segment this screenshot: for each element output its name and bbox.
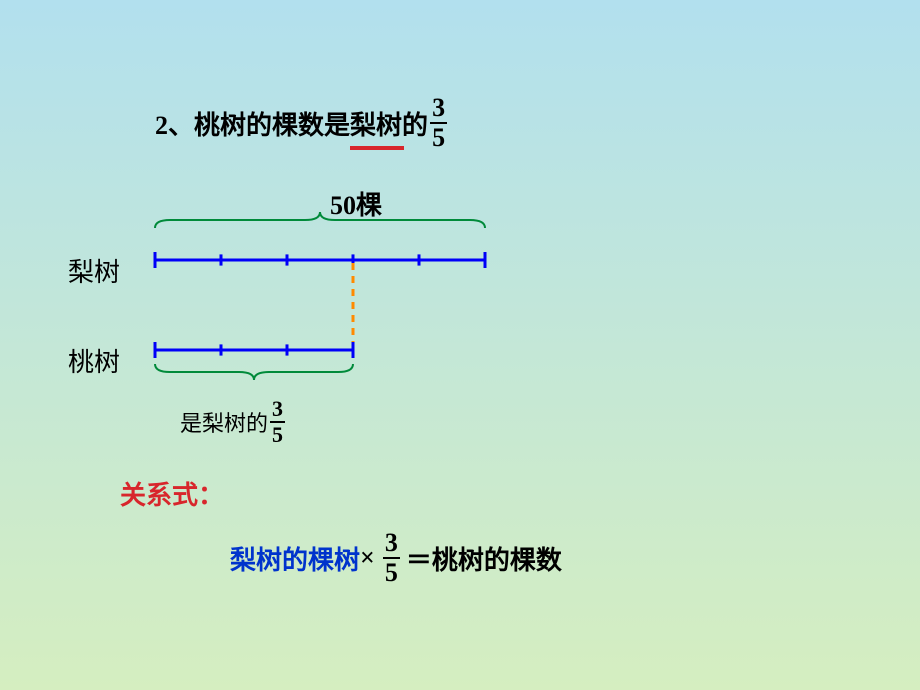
frac-den: 5	[430, 125, 447, 151]
problem-number: 2、	[155, 105, 194, 142]
formula-equals: ＝	[406, 540, 432, 577]
problem-underlined: 梨树	[350, 105, 402, 142]
formula-result: 桃树的棵数	[432, 540, 562, 577]
sub-fraction: 3 5	[270, 398, 285, 446]
relation-label: 关系式：	[120, 475, 224, 512]
formula-frac-num: 3	[383, 530, 400, 556]
slide-content: 2、 桃树的棵数是 梨树 的 3 5 50棵 梨树 桃树 是梨树的 3 5 关系…	[0, 0, 920, 690]
formula-subject: 梨树的棵树	[230, 540, 360, 577]
formula: 梨树的棵树 × 3 5 ＝ 桃树的棵数	[230, 530, 562, 586]
formula-frac-den: 5	[383, 560, 400, 586]
formula-op: ×	[360, 543, 375, 573]
problem-fraction: 3 5	[430, 95, 447, 151]
problem-after: 的	[402, 105, 428, 142]
frac-num: 3	[430, 95, 447, 121]
problem-before: 桃树的棵数是	[194, 105, 350, 142]
peach-label: 桃树	[68, 342, 120, 379]
sub-frac-den: 5	[270, 424, 285, 446]
bar-diagram	[60, 210, 580, 410]
sub-label: 是梨树的 3 5	[180, 398, 287, 446]
formula-fraction: 3 5	[383, 530, 400, 586]
sub-label-text: 是梨树的	[180, 406, 268, 438]
pear-label: 梨树	[68, 252, 120, 289]
sub-frac-num: 3	[270, 398, 285, 420]
problem-text: 2、 桃树的棵数是 梨树 的 3 5	[155, 95, 449, 151]
